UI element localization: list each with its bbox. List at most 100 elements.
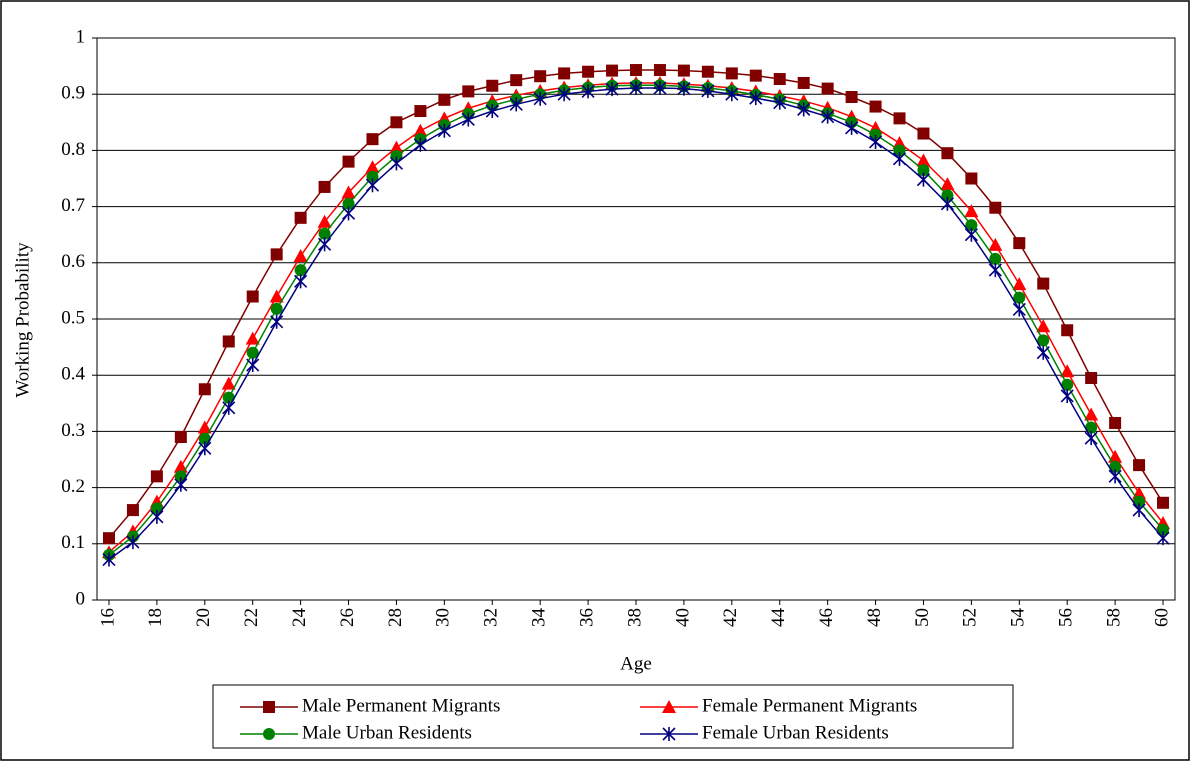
data-point	[413, 123, 428, 137]
data-point	[653, 64, 666, 77]
data-point	[1036, 319, 1051, 333]
data-point	[246, 358, 260, 373]
data-point	[965, 172, 978, 185]
data-point	[964, 227, 978, 242]
data-point	[294, 211, 307, 224]
data-point	[318, 227, 331, 240]
data-point	[1084, 407, 1099, 421]
data-point	[414, 105, 427, 118]
legend-marker	[662, 727, 676, 741]
data-point	[198, 432, 211, 445]
data-point	[534, 70, 547, 83]
data-point	[246, 346, 259, 359]
data-point	[341, 206, 356, 221]
data-point	[510, 74, 523, 87]
data-point	[988, 237, 1003, 251]
y-tick-label: 0.8	[61, 139, 85, 160]
data-point	[797, 102, 811, 117]
data-point	[294, 264, 307, 277]
legend-label: Female Urban Residents	[702, 722, 889, 743]
x-tick-label: 54	[1008, 608, 1029, 628]
data-point	[1109, 460, 1122, 473]
x-tick-label: 22	[241, 608, 262, 627]
data-point	[964, 204, 979, 218]
data-point	[1012, 277, 1027, 291]
x-tick-label: 56	[1056, 608, 1077, 627]
data-point	[701, 83, 715, 98]
y-tick-label: 0.4	[61, 364, 85, 385]
data-point	[509, 97, 523, 112]
data-point	[1156, 531, 1170, 546]
x-tick-label: 40	[672, 608, 693, 627]
data-point	[1061, 378, 1074, 391]
data-point	[222, 391, 235, 404]
y-tick-label: 0.5	[61, 307, 85, 328]
data-point	[677, 81, 691, 96]
data-point	[965, 219, 978, 232]
y-tick-label: 0.6	[61, 251, 85, 272]
x-tick-label: 18	[145, 608, 166, 627]
data-point	[150, 502, 163, 515]
data-point	[869, 100, 882, 113]
data-point	[1109, 416, 1122, 429]
data-point	[174, 477, 188, 492]
x-tick-label: 52	[960, 608, 981, 627]
data-point	[270, 248, 283, 261]
data-point	[365, 178, 380, 193]
legend-label: Male Permanent Migrants	[302, 695, 500, 716]
data-point	[1060, 388, 1074, 403]
data-point	[845, 91, 858, 104]
data-point	[197, 420, 212, 434]
data-point	[917, 127, 930, 140]
data-point	[246, 290, 259, 303]
x-tick-label: 50	[912, 608, 933, 627]
data-point	[773, 73, 786, 86]
data-point	[342, 155, 355, 168]
x-tick-label: 44	[768, 608, 789, 628]
data-point	[317, 214, 332, 228]
x-tick-label: 58	[1103, 608, 1124, 627]
data-point	[677, 64, 690, 77]
x-tick-label: 36	[576, 608, 597, 627]
legend-box	[212, 684, 1014, 749]
y-tick-label: 0.2	[61, 476, 85, 497]
data-point	[605, 82, 619, 97]
data-point	[293, 249, 308, 263]
data-point	[749, 69, 762, 82]
x-tick-label: 30	[433, 608, 454, 627]
data-point	[893, 112, 906, 125]
x-tick-label: 32	[481, 608, 502, 627]
data-point	[725, 67, 738, 80]
data-point	[438, 93, 451, 106]
data-point	[916, 153, 931, 167]
x-tick-label: 28	[385, 608, 406, 627]
data-point	[126, 535, 140, 550]
data-point	[1013, 291, 1026, 304]
data-point	[437, 123, 451, 138]
data-point	[1084, 431, 1098, 446]
data-point	[102, 552, 116, 567]
data-point	[486, 79, 499, 92]
data-point	[917, 164, 930, 177]
data-point	[198, 441, 212, 456]
x-tick-label: 48	[864, 608, 885, 627]
data-point	[269, 289, 284, 303]
data-point	[1133, 459, 1146, 472]
x-tick-label: 60	[1151, 608, 1172, 627]
data-point	[461, 112, 475, 127]
legend-marker	[263, 728, 275, 740]
data-point	[1060, 364, 1075, 378]
data-point	[222, 400, 236, 415]
data-point	[389, 156, 404, 171]
data-point	[941, 147, 954, 160]
data-point	[869, 128, 882, 141]
data-point	[485, 104, 499, 119]
data-point	[245, 331, 260, 345]
data-point	[1157, 496, 1170, 509]
y-tick-label: 0.3	[61, 420, 85, 441]
data-point	[845, 120, 859, 135]
data-point	[1036, 345, 1050, 360]
data-point	[1108, 449, 1123, 463]
data-point	[318, 237, 332, 252]
data-point	[294, 274, 308, 289]
